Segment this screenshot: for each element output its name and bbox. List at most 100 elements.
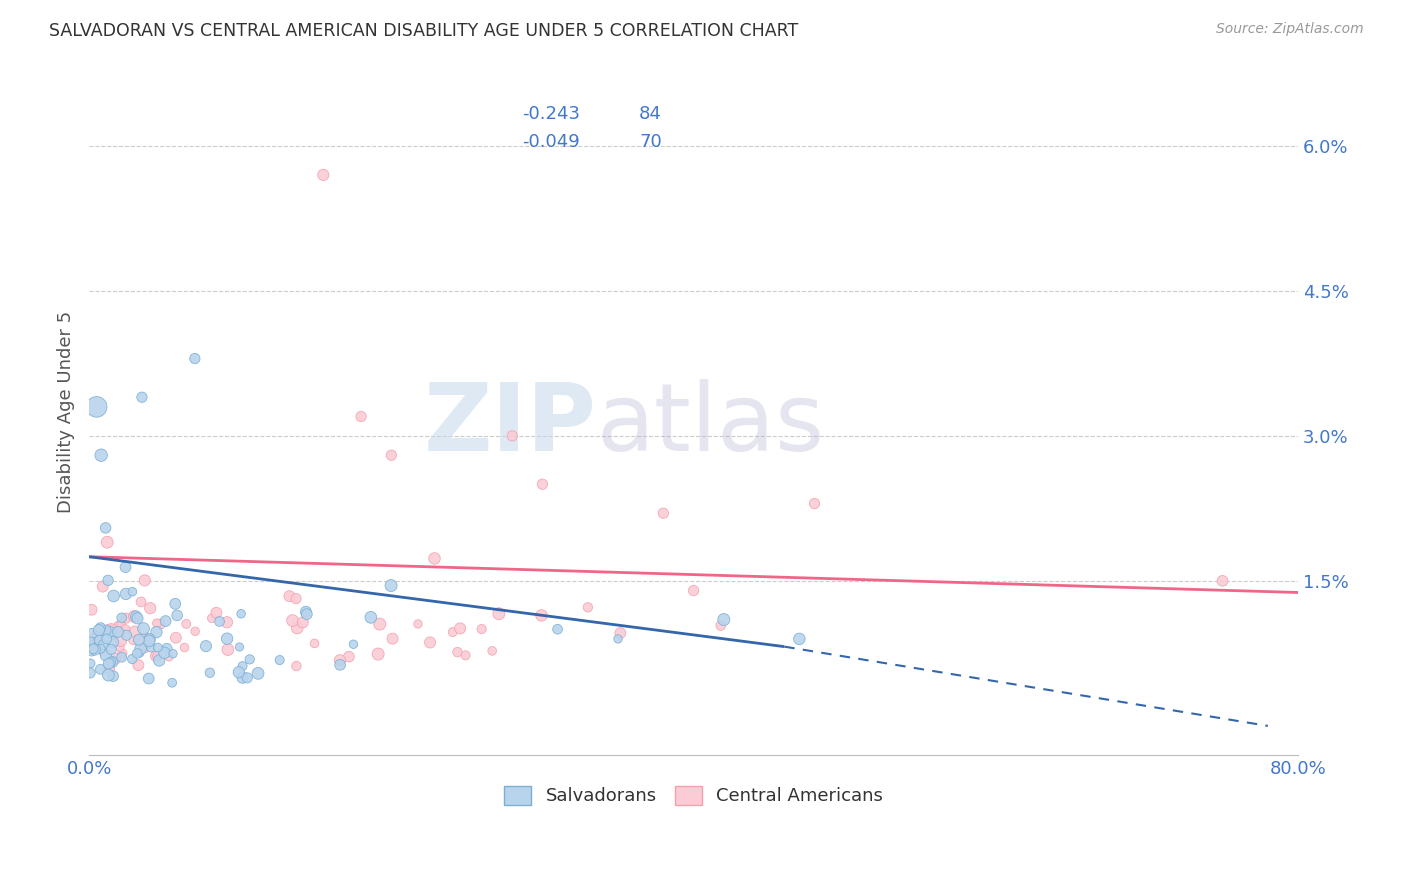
Point xyxy=(148,653,170,667)
Point xyxy=(215,615,238,630)
Point xyxy=(128,632,150,647)
Point xyxy=(380,448,402,462)
Point xyxy=(184,624,207,639)
Point xyxy=(295,605,318,619)
Point xyxy=(149,617,172,632)
Point xyxy=(104,652,127,666)
Point xyxy=(367,647,389,661)
Point xyxy=(80,603,103,617)
Y-axis label: Disability Age Under 5: Disability Age Under 5 xyxy=(58,310,75,513)
Point xyxy=(111,611,134,625)
Point xyxy=(360,610,382,624)
Point xyxy=(86,630,108,644)
Point xyxy=(337,649,360,664)
Point xyxy=(547,622,569,636)
Text: 84: 84 xyxy=(640,105,662,123)
Point xyxy=(135,632,157,646)
Point xyxy=(80,643,103,657)
Point xyxy=(350,409,373,424)
Point xyxy=(132,640,155,655)
Point xyxy=(285,659,308,673)
Point xyxy=(101,635,124,649)
Point xyxy=(96,632,118,646)
Point xyxy=(205,606,228,620)
Point xyxy=(160,675,183,690)
Legend: Salvadorans, Central Americans: Salvadorans, Central Americans xyxy=(495,777,893,814)
Point xyxy=(1212,574,1234,588)
Point xyxy=(114,560,136,574)
Point xyxy=(90,448,112,462)
Point xyxy=(145,625,167,640)
Point xyxy=(128,646,150,660)
Point xyxy=(304,636,326,650)
Text: SALVADORAN VS CENTRAL AMERICAN DISABILITY AGE UNDER 5 CORRELATION CHART: SALVADORAN VS CENTRAL AMERICAN DISABILIT… xyxy=(49,22,799,40)
Point xyxy=(239,652,262,666)
Point xyxy=(84,636,107,650)
Point xyxy=(228,640,250,654)
Point xyxy=(94,521,117,535)
Point xyxy=(229,607,252,621)
Point xyxy=(79,657,101,671)
Point xyxy=(269,653,291,667)
Point xyxy=(132,622,155,636)
Point xyxy=(111,650,134,665)
Point xyxy=(94,624,117,638)
Point xyxy=(454,648,477,663)
Point xyxy=(84,642,107,657)
Point xyxy=(111,647,134,661)
Point xyxy=(79,665,101,680)
Point xyxy=(134,574,156,588)
Point xyxy=(139,640,162,655)
Text: 70: 70 xyxy=(640,133,662,151)
Point xyxy=(129,641,152,656)
Point xyxy=(97,661,120,675)
Point xyxy=(146,649,169,664)
Point xyxy=(247,666,270,681)
Point xyxy=(86,400,108,414)
Point xyxy=(208,615,231,629)
Point xyxy=(127,611,149,625)
Point xyxy=(789,632,811,646)
Point xyxy=(110,633,132,648)
Point xyxy=(96,535,118,549)
Point xyxy=(125,609,148,624)
Text: Source: ZipAtlas.com: Source: ZipAtlas.com xyxy=(1216,22,1364,37)
Point xyxy=(285,621,308,635)
Point xyxy=(217,642,239,657)
Point xyxy=(89,633,111,648)
Point xyxy=(713,613,735,627)
Point xyxy=(138,672,160,686)
Point xyxy=(682,583,704,598)
Point xyxy=(295,607,318,621)
Point xyxy=(145,648,167,663)
Point xyxy=(217,632,239,646)
Point xyxy=(98,623,121,637)
Point xyxy=(576,600,599,615)
Point xyxy=(609,626,631,640)
Point xyxy=(146,616,169,631)
Point xyxy=(108,640,131,654)
Point xyxy=(97,574,120,588)
Text: atlas: atlas xyxy=(598,379,825,472)
Point xyxy=(423,551,446,566)
Point xyxy=(107,624,129,639)
Point xyxy=(100,642,122,657)
Point xyxy=(131,390,153,404)
Point xyxy=(91,580,114,594)
Point xyxy=(157,649,180,664)
Point xyxy=(127,647,149,661)
Point xyxy=(201,611,224,625)
Text: -0.243: -0.243 xyxy=(522,105,579,123)
Point xyxy=(446,645,468,659)
Point xyxy=(156,641,179,656)
Point xyxy=(329,657,352,672)
Point xyxy=(101,627,124,641)
Point xyxy=(228,665,250,680)
Point xyxy=(174,616,197,631)
Point xyxy=(166,608,188,623)
Point xyxy=(98,624,121,639)
Point xyxy=(121,584,143,599)
Point xyxy=(232,671,254,685)
Point xyxy=(441,625,464,640)
Point xyxy=(329,653,352,667)
